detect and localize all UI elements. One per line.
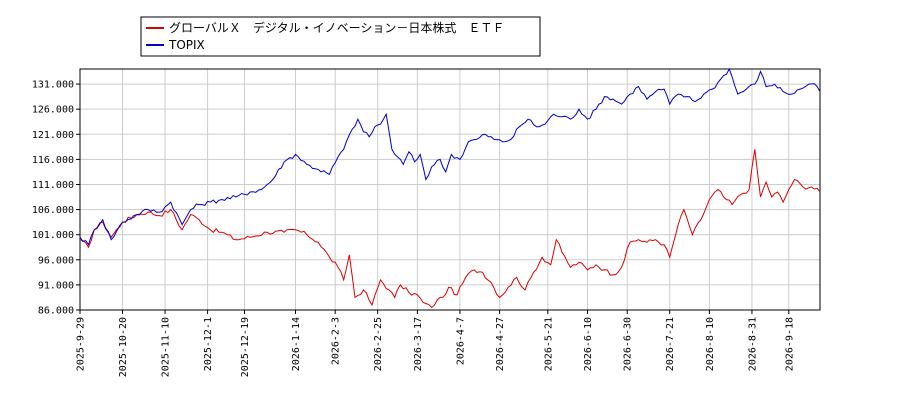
x-tick-label: 2026-7-21 — [665, 317, 676, 371]
grid-lines — [79, 69, 820, 311]
y-tick-label: 121.000 — [32, 130, 74, 141]
x-tick-label: 2026-1-14 — [291, 317, 302, 371]
x-tick-label: 2025-9-29 — [76, 317, 87, 371]
x-tick-label: 2026-4-7 — [455, 317, 466, 365]
y-tick-label: 101.000 — [32, 230, 74, 241]
x-tick-label: 2026-3-17 — [413, 317, 424, 371]
y-tick-label: 106.000 — [32, 205, 74, 216]
y-axis-ticks: 86.000 91.000 96.000 101.000 106.000 111.000 1… — [32, 80, 80, 317]
plot-area-frame — [79, 68, 821, 311]
x-tick-label: 2026-9-18 — [784, 317, 795, 371]
x-tick-label: 2026-5-21 — [543, 317, 554, 371]
x-tick-label: 2026-2-25 — [373, 317, 384, 371]
y-tick-label: 91.000 — [38, 280, 74, 291]
x-tick-label: 2026-8-10 — [705, 317, 716, 371]
legend: グローバルＸ デジタル・イノベーション－日本株式 ＥＴＦ TOPIX — [140, 16, 541, 57]
y-tick-label: 111.000 — [32, 180, 74, 191]
x-tick-label: 2026-6-10 — [583, 317, 594, 371]
legend-label-series-2: TOPIX — [168, 38, 205, 52]
x-tick-label: 2026-4-27 — [495, 317, 506, 371]
x-tick-label: 2025-10-20 — [118, 317, 129, 377]
x-tick-label: 2026-2-3 — [331, 317, 342, 365]
y-tick-label: 116.000 — [32, 155, 74, 166]
legend-label-series-1: グローバルＸ デジタル・イノベーション－日本株式 ＥＴＦ — [169, 20, 504, 35]
legend-box — [140, 16, 541, 57]
x-tick-label: 2026-8-31 — [747, 317, 758, 371]
x-tick-label: 2025-12-19 — [240, 317, 251, 377]
y-tick-label: 96.000 — [38, 255, 74, 266]
x-tick-label: 2025-11-10 — [161, 317, 172, 377]
x-tick-label: 2025-12-1 — [203, 317, 214, 371]
series-line-2 — [79, 67, 821, 246]
y-tick-label: 131.000 — [32, 80, 74, 91]
y-tick-label: 86.000 — [38, 306, 74, 317]
y-tick-label: 126.000 — [32, 105, 74, 116]
x-axis-ticks: 2025-9-29 2025-10-20 2025-11-10 2025-12-1 20… — [76, 310, 795, 377]
series-lines — [79, 67, 821, 309]
series-line-1 — [79, 149, 821, 309]
x-tick-label: 2026-6-30 — [623, 317, 634, 371]
